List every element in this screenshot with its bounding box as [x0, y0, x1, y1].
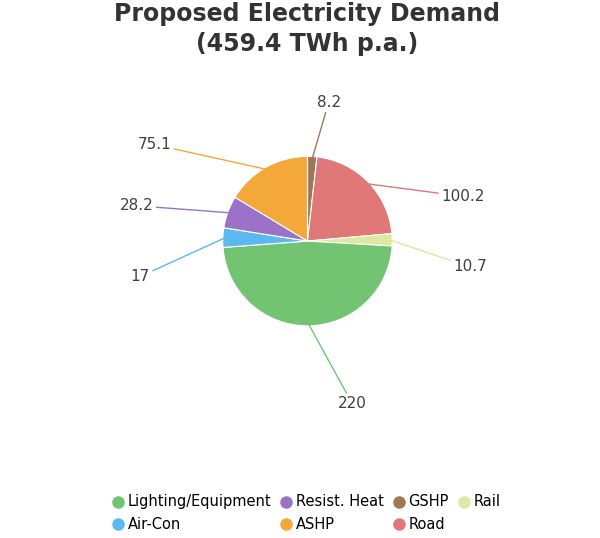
Title: Proposed Electricity Demand
(459.4 TWh p.a.): Proposed Electricity Demand (459.4 TWh p… — [115, 2, 500, 55]
Text: 75.1: 75.1 — [137, 137, 267, 169]
Wedge shape — [307, 157, 317, 241]
Wedge shape — [223, 241, 392, 326]
Text: 28.2: 28.2 — [120, 199, 230, 213]
Legend: Lighting/Equipment, Air-Con, Resist. Heat, ASHP, GSHP, Road, Rail: Lighting/Equipment, Air-Con, Resist. Hea… — [115, 494, 500, 532]
Text: 10.7: 10.7 — [389, 240, 487, 274]
Text: 17: 17 — [131, 238, 226, 284]
Wedge shape — [308, 233, 392, 246]
Wedge shape — [308, 157, 392, 241]
Text: 100.2: 100.2 — [367, 183, 485, 204]
Text: 8.2: 8.2 — [312, 95, 341, 159]
Text: 220: 220 — [308, 323, 367, 411]
Wedge shape — [224, 197, 308, 241]
Wedge shape — [235, 157, 308, 241]
Wedge shape — [223, 228, 308, 247]
